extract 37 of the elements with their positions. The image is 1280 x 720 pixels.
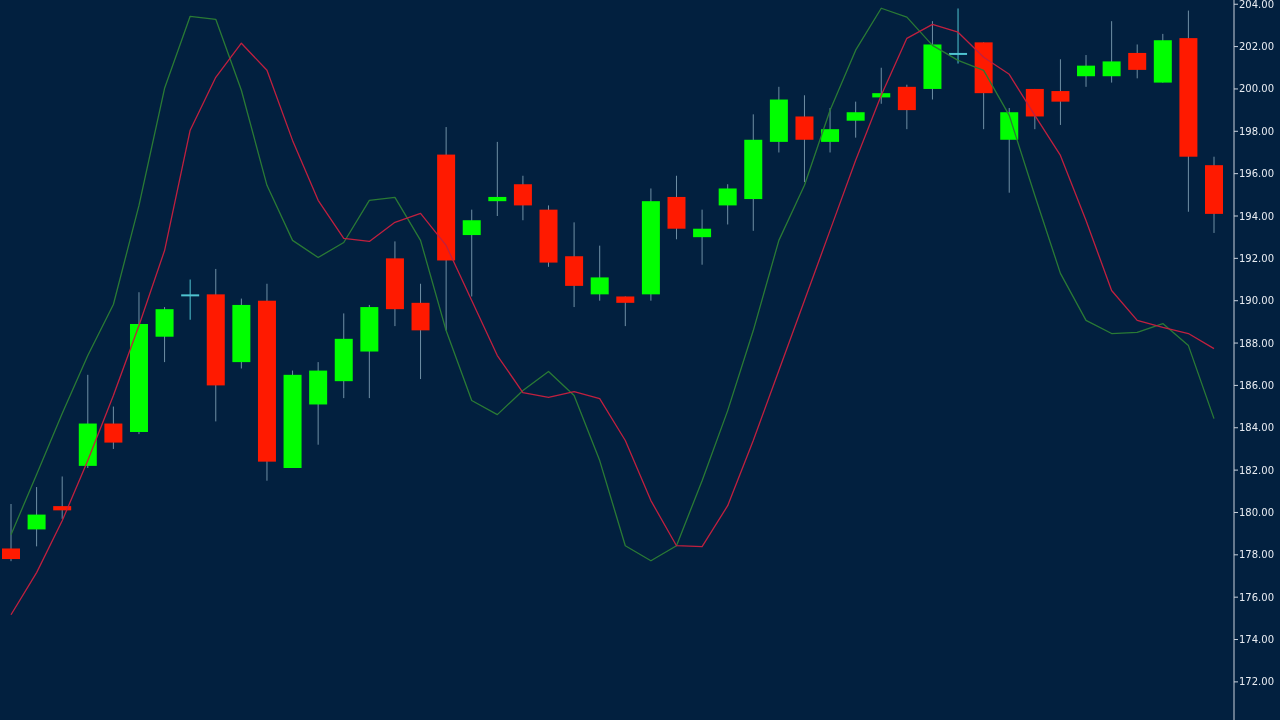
candlestick	[590, 245, 609, 302]
y-tick-label: 174.00	[1239, 634, 1274, 646]
candlestick	[1128, 43, 1147, 79]
y-tick-label: 198.00	[1239, 125, 1274, 137]
y-tick-label: 204.00	[1239, 0, 1274, 10]
candlestick	[1077, 54, 1096, 88]
y-tick-label: 176.00	[1239, 591, 1274, 603]
candlestick	[821, 107, 840, 153]
candlestick	[27, 486, 46, 547]
y-tick-label: 180.00	[1239, 506, 1274, 518]
candlestick	[949, 7, 968, 65]
candlestick	[897, 84, 916, 130]
y-tick-label: 192.00	[1239, 252, 1274, 264]
y-tick-label: 196.00	[1239, 168, 1274, 180]
candlestick	[718, 183, 737, 225]
y-tick-label: 202.00	[1239, 41, 1274, 53]
candlestick	[1102, 20, 1121, 84]
candlestick	[795, 94, 814, 183]
candlestick	[1051, 58, 1070, 126]
y-tick-label: 178.00	[1239, 549, 1274, 561]
y-tick-label: 186.00	[1239, 379, 1274, 391]
candlestick	[104, 406, 123, 450]
candlestick	[693, 209, 712, 266]
y-tick-label: 184.00	[1239, 422, 1274, 434]
candlestick	[846, 101, 865, 139]
y-tick-label: 190.00	[1239, 295, 1274, 307]
candlestick	[513, 175, 532, 221]
y-tick-label: 200.00	[1239, 83, 1274, 95]
candlestick	[488, 141, 507, 217]
y-tick-label: 188.00	[1239, 337, 1274, 349]
candlestick	[2, 503, 20, 562]
y-tick-label: 172.00	[1239, 676, 1274, 688]
candlestick	[181, 279, 200, 321]
y-tick-label: 182.00	[1239, 464, 1274, 476]
candlestick	[462, 209, 481, 297]
candlestick	[616, 295, 635, 327]
y-tick-label: 194.00	[1239, 210, 1274, 222]
